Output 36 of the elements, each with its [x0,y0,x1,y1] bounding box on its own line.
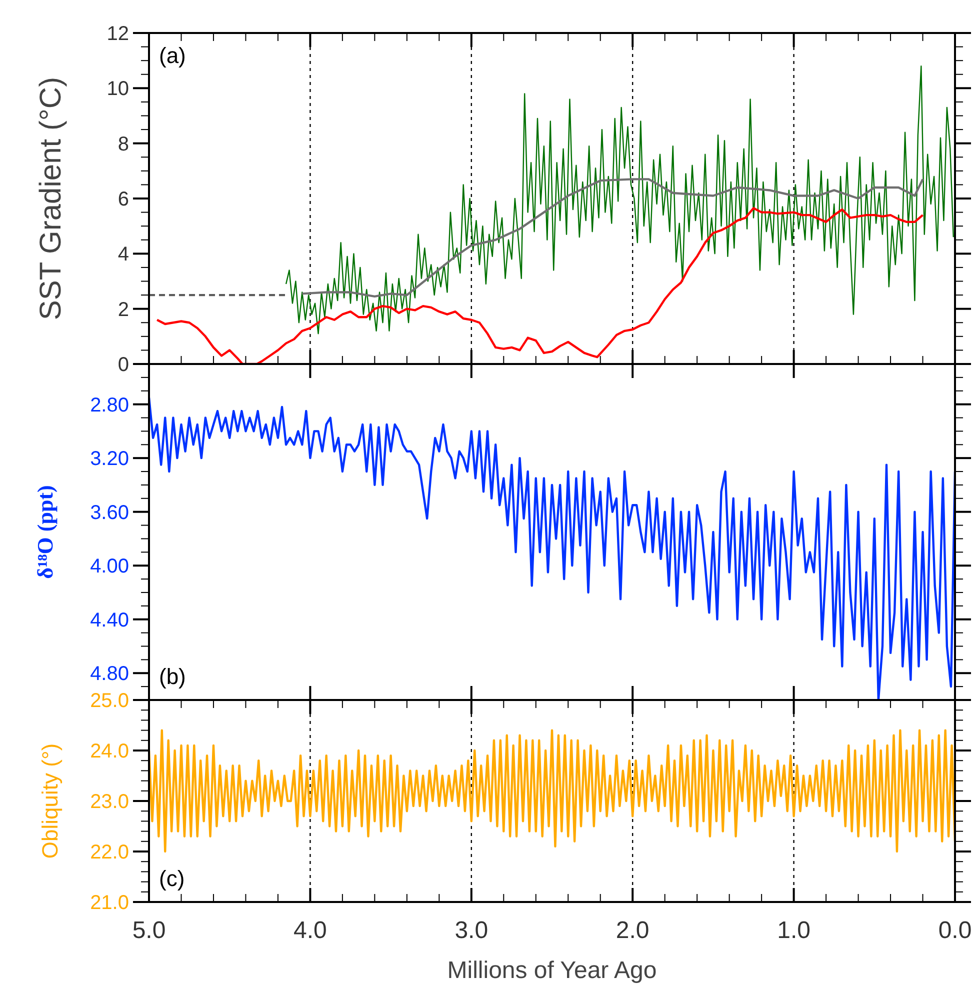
y-tick-label: 4 [118,244,129,266]
y-tick-label: 2 [118,298,129,321]
annotation: (c) [159,866,185,891]
x-tick-label: 4.0 [294,917,327,944]
y-axis-title: SST Gradient (°C) [34,76,68,320]
x-tick-label: 2.0 [616,917,650,944]
y-tick-label: 6 [118,188,129,210]
x-tick-label: 1.0 [777,917,810,944]
y-tick-label: 25.0 [90,690,129,712]
y-tick-label: 22.0 [90,842,129,864]
y-tick-label: 8 [118,133,129,156]
line-series [149,396,955,700]
y-tick-label: 23.0 [90,791,129,813]
x-tick-label: 5.0 [132,917,166,944]
x-axis-title: Millions of Year Ago [447,957,657,984]
y-tick-label: 4.00 [90,556,129,578]
y-tick-label: 4.40 [90,609,129,632]
x-tick-label: 0.0 [938,917,972,944]
y-tick-label: 4.80 [90,663,129,686]
y-tick-label: 0 [118,354,129,376]
annotation: (a) [159,43,186,68]
line-series [301,178,924,298]
y-tick-label: 24.0 [90,740,129,762]
annotation: (b) [159,664,186,689]
y-axis-title: δ¹⁸O (ppt) [32,485,58,579]
y-tick-label: 2.80 [90,394,129,416]
y-tick-label: 21.0 [90,892,129,914]
x-tick-label: 3.0 [454,917,488,944]
line-series [156,207,924,364]
y-tick-label: 10 [106,78,129,100]
y-axis-title: Obliquity (°) [38,743,63,859]
line-series [285,66,954,334]
y-tick-label: 3.20 [90,448,129,470]
line-series [149,729,955,853]
y-tick-label: 12 [106,23,129,45]
y-tick-label: 3.60 [90,502,129,524]
